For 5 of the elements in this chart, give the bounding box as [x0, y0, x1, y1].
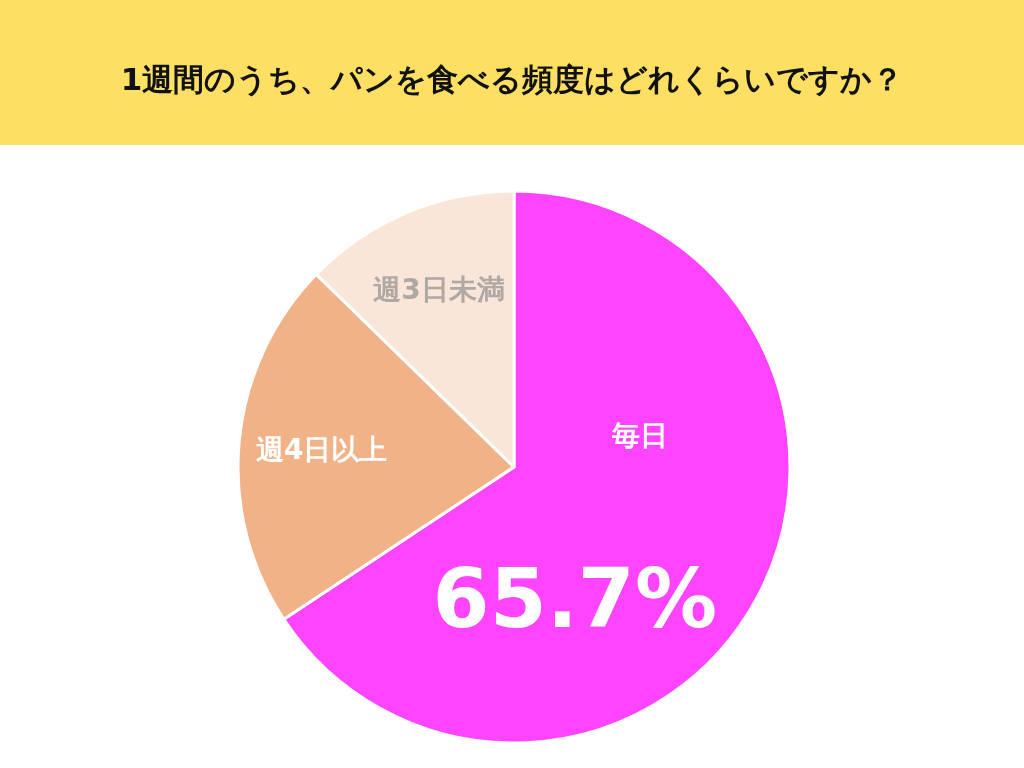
chart-title: 1週間のうち、パンを食べる頻度はどれくらいですか？ — [120, 61, 904, 97]
slice-label: 毎日 — [610, 419, 668, 453]
data-label: 65.7% — [432, 551, 718, 647]
slice-label: 週3日未満 — [373, 272, 505, 306]
slice-label: 週4日以上 — [255, 432, 388, 466]
